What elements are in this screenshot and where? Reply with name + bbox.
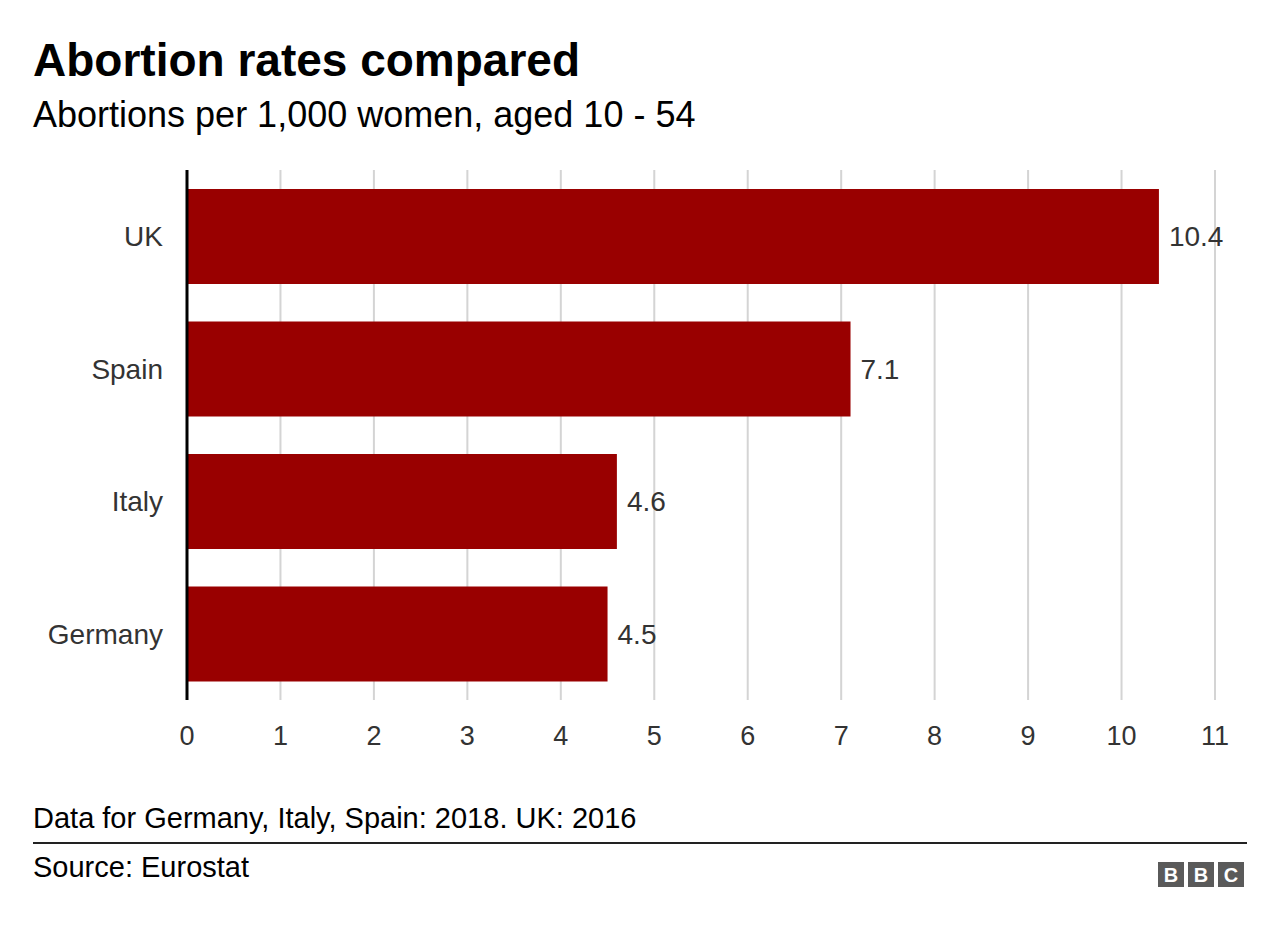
html-text:B: B <box>1163 863 1179 886</box>
svg-text:Italy: Italy <box>112 486 163 517</box>
html-text:B: B <box>1193 863 1209 886</box>
html-text:Abortions per 1,000 women, age: Abortions per 1,000 women, aged 10 - 54 <box>33 94 696 135</box>
svg-text:UK: UK <box>124 221 163 252</box>
svg-text:5: 5 <box>647 721 662 751</box>
html-text:C: C <box>1223 863 1239 886</box>
svg-text:3: 3 <box>460 721 475 751</box>
html-text:Abortion rates compared: Abortion rates compared <box>33 34 580 86</box>
svg-text:4: 4 <box>553 721 568 751</box>
svg-text:Spain: Spain <box>91 354 163 385</box>
svg-text:7.1: 7.1 <box>861 354 900 385</box>
svg-text:1: 1 <box>273 721 288 751</box>
svg-text:8: 8 <box>927 721 942 751</box>
svg-text:11: 11 <box>1201 721 1229 751</box>
svg-text:9: 9 <box>1021 721 1036 751</box>
svg-text:10.4: 10.4 <box>1169 221 1224 252</box>
svg-text:7: 7 <box>834 721 849 751</box>
svg-text:4.6: 4.6 <box>627 486 666 517</box>
svg-text:6: 6 <box>740 721 755 751</box>
svg-text:10: 10 <box>1107 721 1137 751</box>
html-text:Data for Germany, Italy, Spain: Data for Germany, Italy, Spain: 2018. UK… <box>33 802 637 834</box>
svg-text:0: 0 <box>179 721 194 751</box>
svg-text:4.5: 4.5 <box>618 619 657 650</box>
svg-text:2: 2 <box>366 721 381 751</box>
svg-text:Germany: Germany <box>48 619 163 650</box>
html-text:Source: Eurostat: Source: Eurostat <box>33 851 249 883</box>
